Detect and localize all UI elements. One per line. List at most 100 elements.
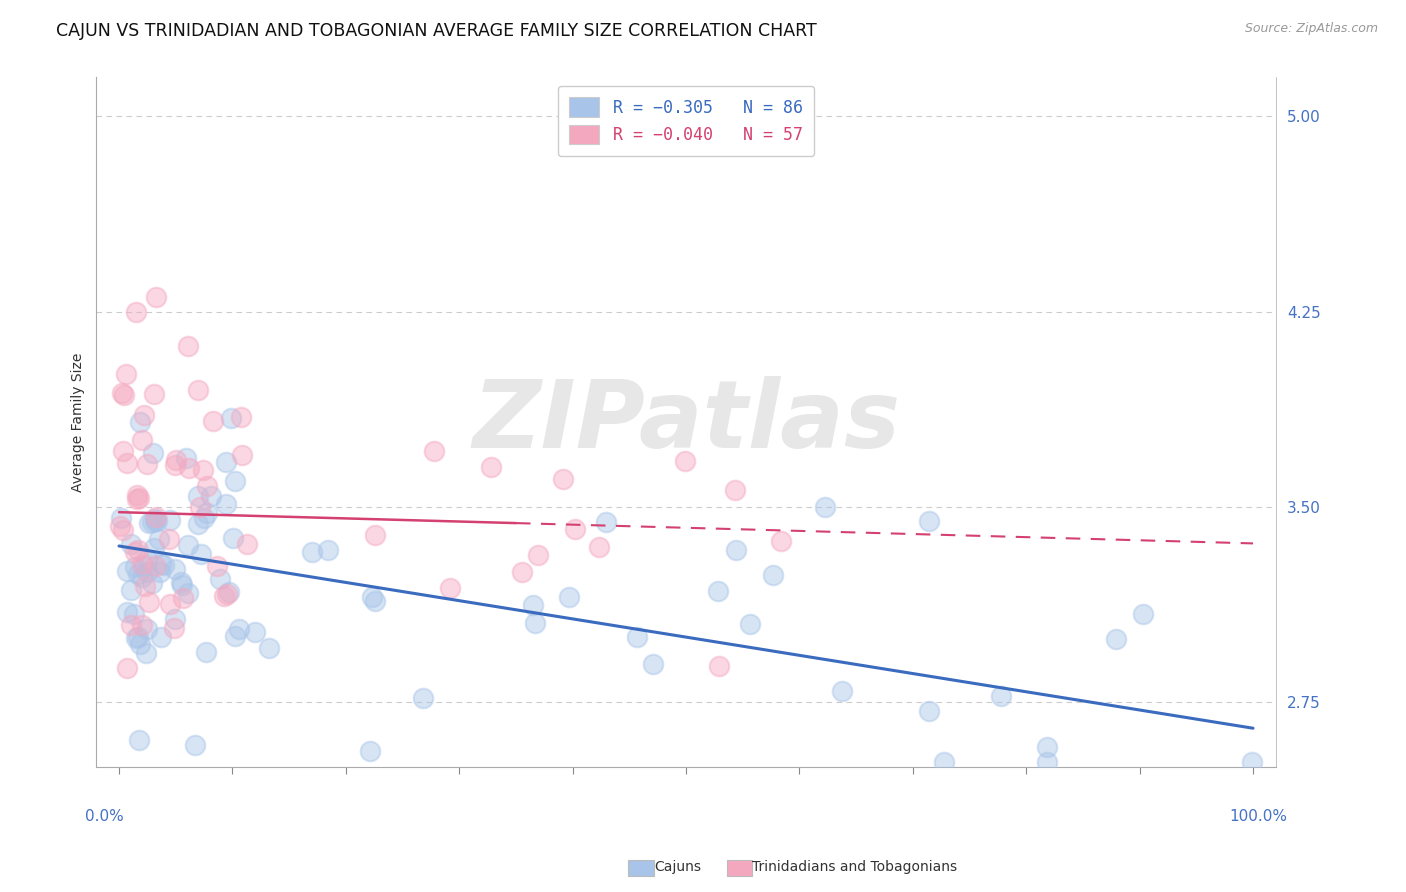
Point [423,444,446,458]
Point [224,629,246,643]
Point [218,584,240,599]
Point [231,409,253,424]
Legend: R = −0.305   N = 86, R = −0.040   N = 57: R = −0.305 N = 86, R = −0.040 N = 57 [558,86,814,156]
Point [222,531,245,545]
Point [115,565,138,579]
Point [740,616,762,631]
Point [364,527,387,541]
Point [257,641,280,656]
Point [124,607,146,621]
Point [214,589,236,603]
Point [135,646,157,660]
Point [510,565,533,579]
Text: Source: ZipAtlas.com: Source: ZipAtlas.com [1244,22,1378,36]
Point [127,488,149,502]
Point [115,661,138,675]
Point [214,498,236,512]
Point [364,594,387,608]
Point [231,448,253,462]
Point [120,618,142,632]
Point [1036,740,1059,755]
Text: CAJUN VS TRINIDADIAN AND TOBAGONIAN AVERAGE FAMILY SIZE CORRELATION CHART: CAJUN VS TRINIDADIAN AND TOBAGONIAN AVER… [56,22,817,40]
Point [479,459,502,474]
Point [131,570,153,584]
Point [527,548,550,562]
Point [112,388,135,402]
Point [145,509,167,524]
Point [135,622,157,636]
Point [163,561,186,575]
Point [831,683,853,698]
Point [208,573,231,587]
Point [626,630,648,644]
Point [301,544,323,558]
Point [814,500,837,514]
Point [143,558,166,573]
Point [120,583,142,598]
Point [522,598,544,612]
Point [141,576,163,591]
Point [177,586,200,600]
Point [188,500,211,515]
Point [707,659,730,673]
Point [128,415,150,429]
Point [588,541,610,555]
Point [1132,607,1154,622]
Point [149,630,172,644]
Point [125,632,148,646]
Text: ZIPatlas: ZIPatlas [472,376,900,468]
Point [195,479,218,493]
Point [108,518,131,533]
Point [523,616,546,631]
Point [195,645,218,659]
Point [115,457,138,471]
Point [215,587,238,601]
Point [200,489,222,503]
Point [143,514,166,528]
Y-axis label: Average Family Size: Average Family Size [72,352,86,492]
Point [174,451,197,466]
Point [170,574,193,589]
Point [125,304,148,318]
Point [918,514,941,528]
Point [138,595,160,609]
Point [359,744,381,758]
Point [111,444,134,458]
Point [138,516,160,531]
Point [159,513,181,527]
Point [557,591,579,605]
Point [143,512,166,526]
Point [141,515,163,529]
Point [724,543,747,558]
Text: Cajuns: Cajuns [654,860,700,874]
Point [193,511,215,525]
Text: 100.0%: 100.0% [1229,809,1288,823]
Point [243,625,266,640]
Point [643,657,665,671]
Point [595,515,617,529]
Point [172,578,194,592]
Point [1241,755,1264,769]
Point [159,597,181,611]
Point [142,541,165,556]
Point [110,511,132,525]
Point [132,559,155,574]
Point [205,559,228,574]
Point [769,533,792,548]
Point [131,618,153,632]
Point [1035,755,1057,769]
Point [128,732,150,747]
Point [1105,632,1128,646]
Point [177,461,200,475]
Point [193,463,215,477]
Point [990,689,1012,703]
Point [150,557,173,571]
Point [136,552,159,566]
Point [111,523,134,537]
Point [134,579,156,593]
Point [215,455,238,469]
Point [172,591,194,605]
Point [412,690,434,705]
Point [114,367,136,381]
Point [127,630,149,644]
